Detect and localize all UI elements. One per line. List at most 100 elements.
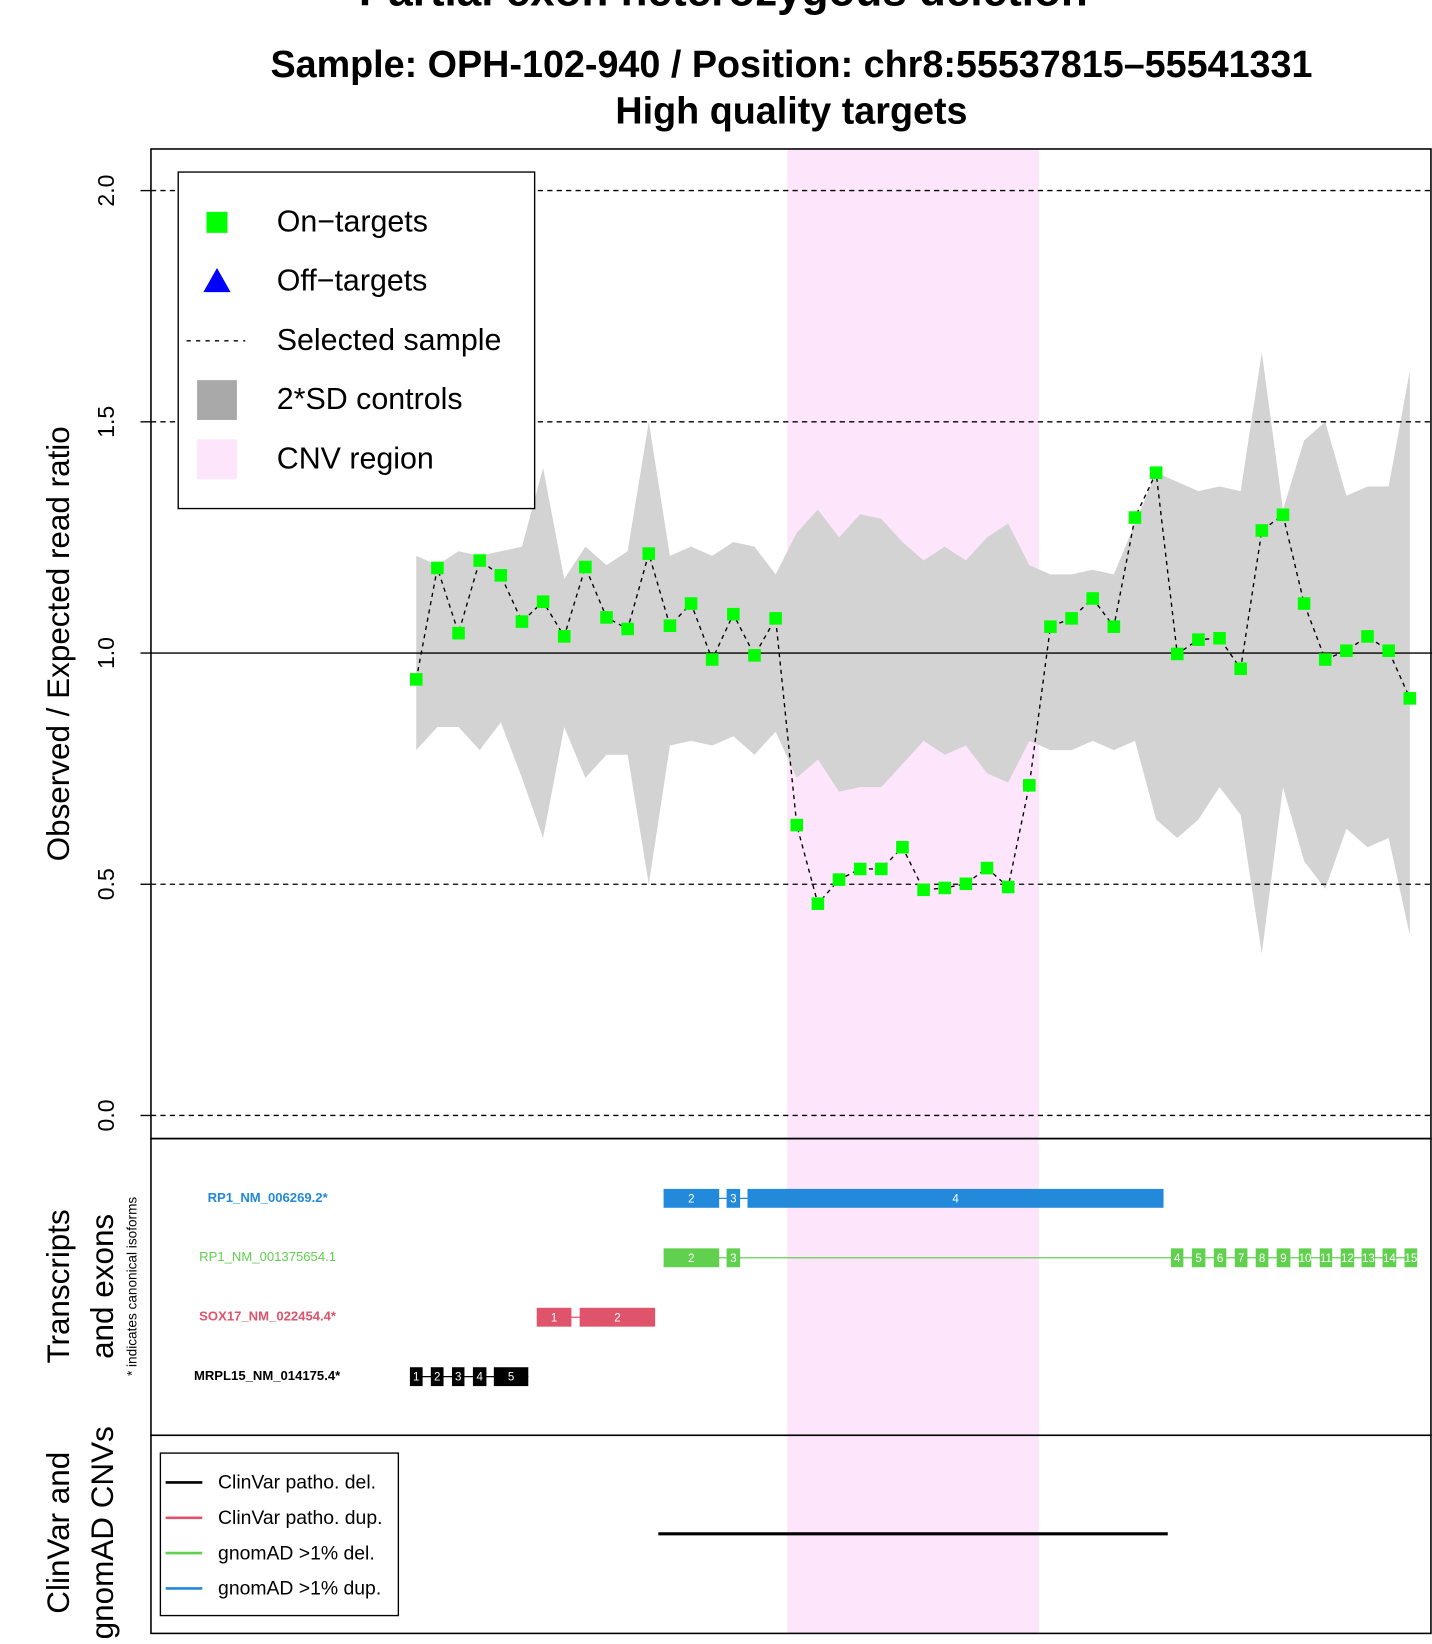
exon bbox=[409, 1367, 423, 1387]
on-target-point bbox=[1361, 630, 1374, 643]
exon-label: 8 bbox=[1259, 1253, 1265, 1265]
exon-label: 3 bbox=[730, 1253, 736, 1265]
exon bbox=[1276, 1248, 1291, 1268]
on-target-point bbox=[917, 883, 930, 897]
y-tick-label: 1.0 bbox=[93, 637, 119, 669]
chart-title: Partial exon heterozygous deletion bbox=[359, 0, 1088, 15]
y-tick-label: 0.0 bbox=[93, 1099, 119, 1131]
exon bbox=[472, 1367, 487, 1387]
on-target-point bbox=[748, 649, 761, 662]
exon-label: 13 bbox=[1362, 1253, 1375, 1265]
exon-label: 4 bbox=[952, 1193, 959, 1205]
exon-label: 2 bbox=[434, 1372, 440, 1384]
transcript-name: MRPL15_NM_014175.4* bbox=[194, 1368, 341, 1383]
exon-label: 9 bbox=[1280, 1253, 1286, 1265]
legend-label: gnomAD >1% dup. bbox=[218, 1578, 381, 1600]
on-target-point bbox=[600, 611, 613, 624]
exon-label: 1 bbox=[413, 1372, 419, 1384]
exon-label: 2 bbox=[688, 1193, 694, 1205]
panel-frame bbox=[150, 1434, 1432, 1635]
on-target-point bbox=[579, 560, 592, 574]
on-target-point bbox=[1023, 779, 1036, 792]
exon bbox=[1234, 1248, 1248, 1268]
chart-subtitle: High quality targets bbox=[615, 89, 967, 131]
panel-note: * indicates canonical isoforms bbox=[125, 1197, 140, 1376]
on-target-point bbox=[1170, 647, 1184, 661]
exon-label: 3 bbox=[730, 1193, 736, 1205]
on-target-point bbox=[769, 612, 782, 625]
on-target-point bbox=[811, 897, 825, 910]
exon-label: 4 bbox=[1174, 1253, 1181, 1265]
on-target-point bbox=[1234, 662, 1247, 676]
exon bbox=[1255, 1248, 1269, 1268]
exon-label: 5 bbox=[1195, 1253, 1201, 1265]
exon-label: 1 bbox=[551, 1312, 557, 1324]
ratio-line bbox=[415, 470, 1411, 906]
legend-label: Off−targets bbox=[277, 264, 428, 298]
on-target-point bbox=[790, 818, 804, 832]
on-target-point bbox=[1001, 880, 1015, 894]
y-axis-label: Observed / Expected read ratio bbox=[41, 426, 76, 861]
on-target-point bbox=[494, 569, 508, 582]
on-target-point bbox=[1192, 633, 1205, 646]
on-target-point bbox=[642, 547, 656, 560]
exon-label: 7 bbox=[1238, 1253, 1244, 1265]
exon-label: 3 bbox=[455, 1372, 461, 1384]
legend-label: CNV region bbox=[277, 441, 434, 475]
exon-label: 15 bbox=[1404, 1253, 1417, 1265]
on-target-point bbox=[1213, 631, 1226, 645]
exon bbox=[1340, 1248, 1355, 1268]
on-target-point bbox=[1255, 524, 1269, 537]
on-target-point bbox=[959, 877, 973, 891]
exon-label: 5 bbox=[508, 1372, 514, 1384]
exon bbox=[1404, 1248, 1418, 1268]
on-target-point bbox=[853, 862, 867, 876]
on-target-point bbox=[875, 862, 888, 876]
transcript-name: SOX17_NM_022454.4* bbox=[199, 1309, 337, 1324]
legend-symbol bbox=[197, 380, 237, 420]
legend-symbol bbox=[206, 211, 228, 233]
on-target-point bbox=[1065, 612, 1078, 625]
exon bbox=[1382, 1248, 1397, 1268]
exon bbox=[726, 1248, 741, 1268]
on-target-point bbox=[896, 840, 909, 854]
transcript-name: RP1_NM_006269.2* bbox=[208, 1190, 329, 1205]
cnv-region bbox=[787, 148, 1039, 1634]
on-target-point bbox=[1403, 692, 1417, 705]
legend-symbol bbox=[203, 267, 231, 293]
exon bbox=[663, 1248, 720, 1268]
transcript-name: RP1_NM_001375654.1 bbox=[199, 1249, 336, 1264]
on-target-point bbox=[1044, 620, 1057, 633]
on-target-point bbox=[1107, 620, 1121, 633]
y-tick-label: 1.5 bbox=[93, 406, 119, 438]
on-target-point bbox=[452, 626, 465, 640]
exon bbox=[451, 1367, 465, 1387]
panel-label: Transcripts bbox=[41, 1209, 76, 1363]
exon bbox=[663, 1188, 720, 1208]
on-target-point bbox=[536, 595, 550, 608]
panel-label: ClinVar and bbox=[41, 1452, 76, 1614]
exon-label: 14 bbox=[1383, 1253, 1396, 1265]
on-target-point bbox=[980, 861, 994, 875]
on-target-point bbox=[1276, 508, 1290, 522]
exon bbox=[493, 1367, 529, 1387]
on-target-point bbox=[431, 561, 444, 575]
on-target-point bbox=[515, 615, 529, 628]
on-target-point bbox=[1086, 592, 1100, 605]
legend-label: ClinVar patho. dup. bbox=[218, 1507, 382, 1529]
exon bbox=[579, 1307, 656, 1327]
on-target-point bbox=[621, 622, 634, 636]
exon bbox=[430, 1367, 444, 1387]
exon bbox=[1298, 1248, 1312, 1268]
legend-label: 2*SD controls bbox=[277, 382, 463, 416]
y-tick-label: 0.5 bbox=[93, 868, 119, 900]
on-target-point bbox=[663, 619, 677, 633]
on-target-point bbox=[1128, 511, 1142, 524]
exon-label: 12 bbox=[1341, 1253, 1354, 1265]
exon bbox=[1361, 1248, 1376, 1268]
on-target-point bbox=[1149, 466, 1163, 479]
exon bbox=[1170, 1248, 1184, 1268]
on-target-point bbox=[684, 597, 698, 610]
exon bbox=[536, 1307, 572, 1327]
